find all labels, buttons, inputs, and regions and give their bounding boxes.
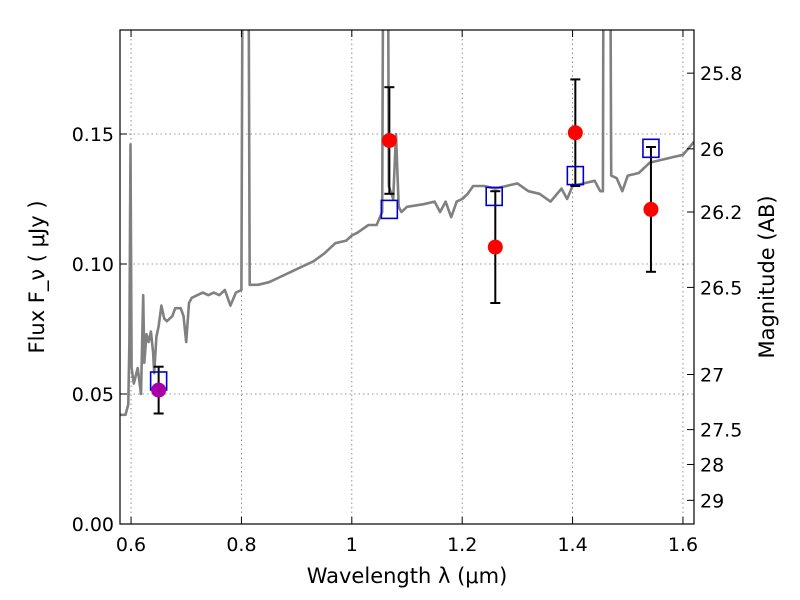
observed-point <box>151 382 167 398</box>
data-layer <box>120 30 694 417</box>
x-axis-label: Wavelength λ (μm) <box>307 564 508 588</box>
tick-labels: 0.6 0.8 1 1.2 1.4 1.6 0.00 0.05 0.10 0.15 25.8 26 26… <box>72 63 743 556</box>
y2-tick-label: 28 <box>700 454 724 476</box>
spectrum-line <box>120 30 694 417</box>
x-tick-label: 1.6 <box>668 534 698 556</box>
y-axis-label: Flux F_ν ( μJy ) <box>25 200 50 353</box>
plot-frame <box>119 29 695 525</box>
observed-point <box>381 133 397 148</box>
y2-tick-label: 29 <box>700 490 724 512</box>
x-tick-label: 0.8 <box>226 534 256 556</box>
x-tick-label: 1 <box>346 534 358 556</box>
y2-tick-label: 26 <box>700 139 724 161</box>
y-tick-label: 0.10 <box>72 254 114 276</box>
model-square-point <box>485 186 504 207</box>
x-tick-label: 0.6 <box>116 534 146 556</box>
x-tick-label: 1.2 <box>447 534 477 556</box>
x-tick-label: 1.4 <box>557 534 587 556</box>
y-tick-label: 0.05 <box>72 384 114 406</box>
y-tick-label: 0.00 <box>72 514 114 536</box>
tick-marks <box>120 30 694 525</box>
y2-tick-label: 27.5 <box>700 420 742 442</box>
y2-axis-label: Magnitude (AB) <box>755 195 779 358</box>
y2-tick-label: 26.5 <box>700 277 742 299</box>
plot-background <box>120 30 694 524</box>
y2-tick-label: 26.2 <box>700 202 742 224</box>
observed-point <box>487 239 503 255</box>
observed-point <box>567 125 583 141</box>
model-square-point <box>566 165 585 186</box>
y-tick-label: 0.15 <box>72 124 114 146</box>
y2-tick-label: 27 <box>700 365 724 387</box>
model-square-point <box>642 138 660 159</box>
y2-tick-label: 25.8 <box>700 63 742 85</box>
observed-point <box>643 201 659 217</box>
model-square-point <box>380 199 399 220</box>
